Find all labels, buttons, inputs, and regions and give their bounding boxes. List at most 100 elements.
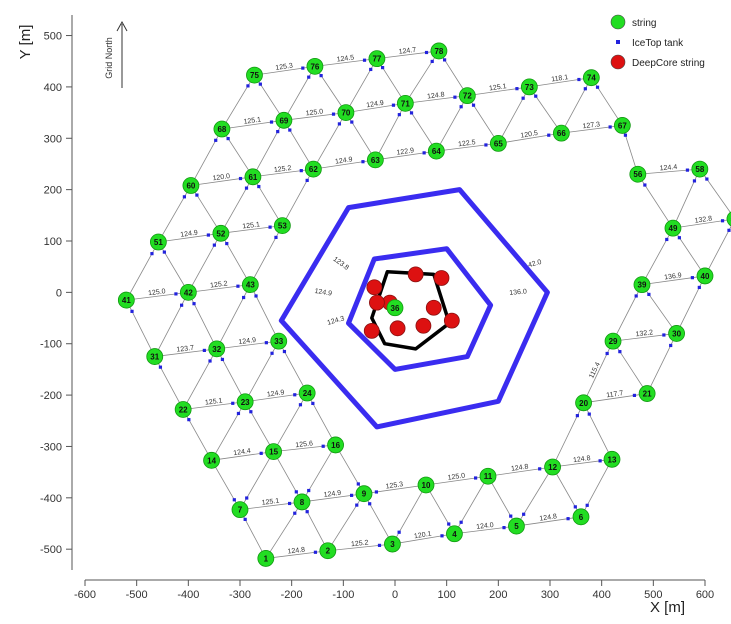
connection-line [561, 77, 592, 134]
string-id-label: 61 [248, 173, 257, 182]
string-id-label: 36 [391, 304, 400, 313]
connection-line [425, 475, 489, 486]
string-marker [337, 104, 355, 121]
connection-line [487, 466, 553, 477]
spacing-label: 132.8 [694, 215, 712, 225]
connection-line [125, 299, 156, 357]
connection-line [211, 401, 246, 461]
spacing-label: 125.2 [210, 280, 228, 289]
icetop-tank-marker [206, 233, 210, 237]
y-tick-label: 300 [44, 133, 62, 145]
connection-line [187, 233, 222, 293]
icetop-tank-marker [587, 412, 591, 416]
spacing-label: 124.8 [287, 547, 305, 556]
connection-line [375, 150, 437, 161]
connection-line [221, 128, 254, 178]
icetop-tank-marker [453, 95, 457, 99]
deepcore-string-marker [415, 317, 432, 334]
y-tick-label: -200 [40, 390, 62, 402]
connection-line [254, 65, 315, 76]
icetop-tank-marker [430, 59, 434, 64]
connection-line [404, 103, 437, 152]
connection-line [612, 333, 677, 342]
deepcore-strings [363, 266, 460, 339]
icetop-tank-marker [381, 65, 385, 70]
string-marker [691, 160, 709, 178]
string-marker [572, 508, 590, 526]
icetop-tank-marker [270, 351, 274, 355]
icetop-tank-marker [337, 122, 342, 126]
region-hexagon-1 [278, 187, 550, 430]
spacing-label: 124.3 [327, 315, 346, 327]
x-tick-label: 500 [644, 589, 662, 601]
deepcore-string-marker [369, 294, 385, 311]
connection-line [454, 476, 489, 534]
string-id-label: 1 [264, 554, 269, 563]
connection-line [221, 74, 255, 130]
icetop-tank-marker [369, 67, 373, 72]
connection-line [327, 543, 393, 552]
icetop-tank-marker [150, 252, 154, 256]
string-marker [604, 332, 622, 350]
string-id-label: 16 [331, 441, 340, 450]
string-marker [633, 276, 651, 294]
y-tick-label: -300 [40, 441, 62, 453]
deepcore-string-marker [363, 322, 380, 339]
string-marker [664, 219, 682, 237]
icetop-tank-marker [727, 228, 731, 232]
icetop-tank-marker [356, 482, 360, 486]
icetop-tank-marker [362, 58, 367, 62]
icetop-tank-marker [618, 350, 622, 354]
icetop-tank-marker [158, 365, 163, 369]
icetop-tank-marker [220, 357, 225, 362]
spacing-label: 125.3 [385, 481, 403, 490]
connection-line [529, 86, 562, 134]
connection-line [158, 241, 189, 293]
region-hexagon-2 [346, 246, 494, 372]
spacing-label: 124.9 [180, 229, 198, 238]
icetop-tank-marker [397, 113, 401, 117]
icetop-tank-marker [269, 120, 274, 124]
icetop-tank-marker [214, 138, 218, 142]
icetop-tank-marker [226, 136, 230, 141]
icetop-tank-marker [236, 284, 240, 288]
connection-line [425, 484, 455, 534]
connection-line [404, 50, 440, 104]
icetop-tank-marker [374, 490, 378, 494]
icetop-tank-marker [665, 237, 669, 242]
connection-line [637, 174, 674, 229]
grid-north-annotation: Grid North [104, 20, 128, 88]
connection-line [313, 112, 347, 170]
spacing-label: 124.4 [660, 164, 678, 172]
icetop-tank-marker [231, 401, 235, 405]
connection-line [239, 501, 303, 511]
icetop-tank-marker [257, 184, 261, 189]
y-tick-label: 200 [44, 185, 62, 197]
highlighted-regions [278, 187, 550, 430]
connection-line [561, 125, 623, 134]
icetop-tank-marker [321, 444, 325, 448]
spacing-label: 136.0 [509, 288, 527, 297]
connection-line [283, 120, 314, 170]
string-id-label: 10 [422, 481, 431, 490]
connection-line [252, 120, 285, 177]
icetop-tank-marker [282, 349, 287, 354]
deepcore-string-marker [443, 312, 460, 329]
icetop-tank-marker [264, 341, 268, 345]
connection-line [273, 392, 308, 452]
connection-line [154, 348, 217, 357]
connection-line [282, 168, 314, 226]
icetop-tank-marker [232, 498, 236, 502]
string-marker [182, 177, 200, 194]
string-marker [275, 111, 293, 129]
legend-label: IceTop tank [632, 38, 684, 49]
connection-line [158, 185, 192, 243]
string-marker [430, 42, 448, 60]
icetop-tank-marker [293, 393, 297, 397]
connection-line [467, 86, 530, 97]
string-marker [368, 50, 386, 68]
connection-line [239, 509, 267, 559]
legend: string IceTop tank DeepCore string [610, 14, 705, 70]
spacing-label: 124.8 [511, 463, 529, 472]
